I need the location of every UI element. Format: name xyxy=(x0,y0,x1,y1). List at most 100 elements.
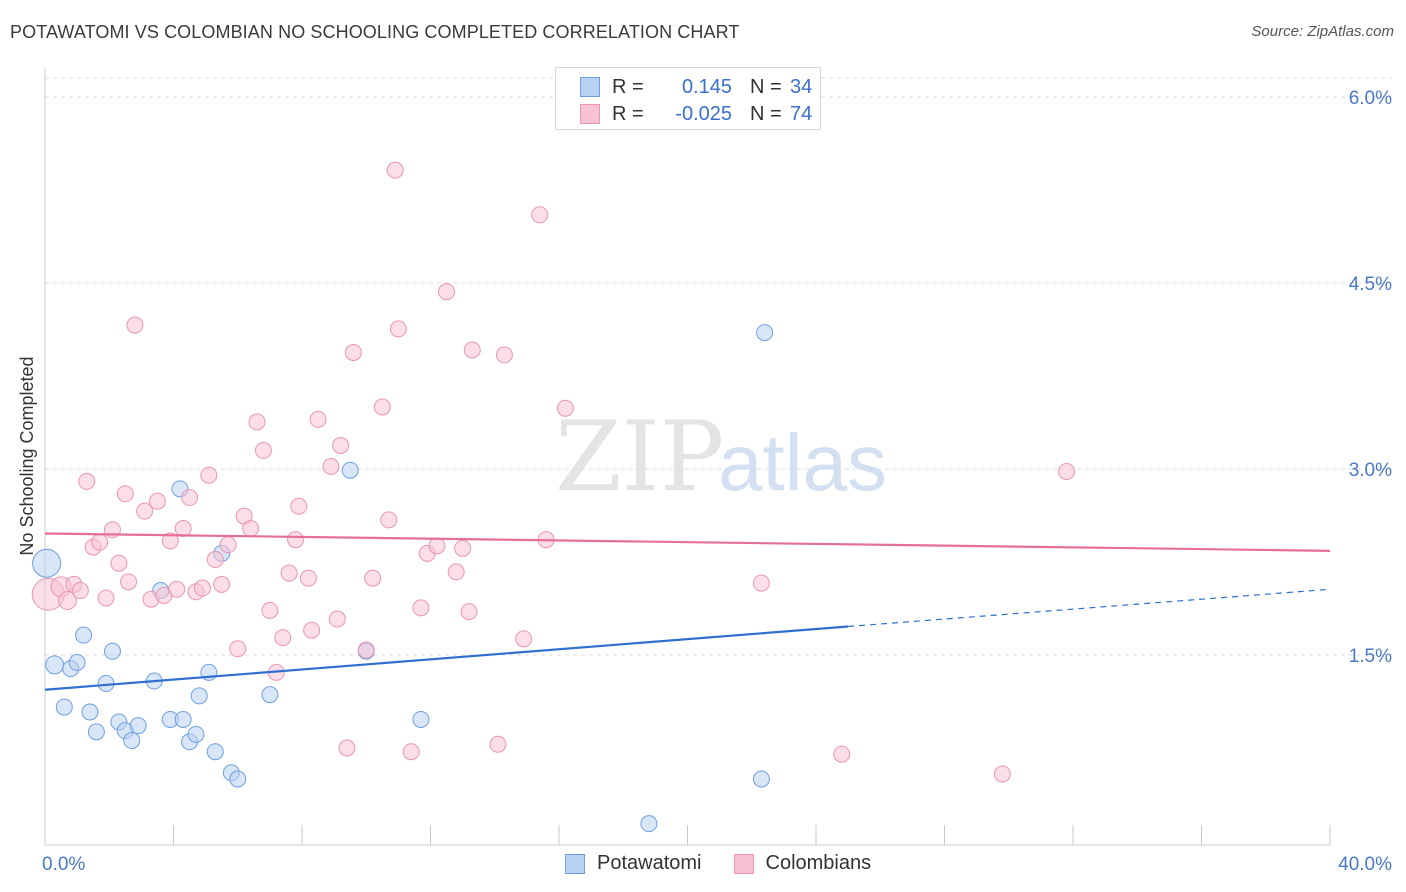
potawatomi-swatch-icon xyxy=(580,77,600,97)
y-tick-label: 6.0% xyxy=(1349,88,1392,109)
point-colombians xyxy=(181,489,199,507)
y-axis-label: No Schooling Completed xyxy=(17,356,37,555)
point-potawatomi xyxy=(187,725,205,743)
point-colombians xyxy=(386,161,404,179)
point-potawatomi xyxy=(68,653,86,671)
watermark-zip: ZIP xyxy=(555,401,724,513)
point-colombians xyxy=(248,413,266,431)
point-colombians xyxy=(290,497,308,515)
watermark-atlas: atlas xyxy=(718,418,887,507)
source-link[interactable]: ZipAtlas.com xyxy=(1307,23,1394,40)
y-tick-label: 3.0% xyxy=(1349,460,1392,481)
point-colombians xyxy=(120,573,138,591)
colombians-swatch-icon xyxy=(580,104,600,124)
point-colombians xyxy=(556,399,574,417)
point-colombians xyxy=(57,590,77,610)
point-colombians xyxy=(274,629,292,647)
point-colombians xyxy=(389,320,407,338)
point-potawatomi xyxy=(190,687,208,705)
point-colombians xyxy=(373,398,391,416)
point-colombians xyxy=(309,410,327,428)
point-potawatomi xyxy=(45,655,65,675)
point-colombians xyxy=(460,603,478,621)
point-colombians xyxy=(299,569,317,587)
point-colombians xyxy=(261,601,279,619)
colombians-swatch-icon xyxy=(733,853,754,874)
series-legend: Potawatomi Colombians xyxy=(565,852,903,875)
point-colombians xyxy=(116,485,134,503)
point-potawatomi xyxy=(756,324,774,342)
point-colombians xyxy=(380,511,398,529)
point-colombians xyxy=(344,343,362,361)
point-potawatomi xyxy=(206,743,224,761)
point-potawatomi xyxy=(341,461,359,479)
x-tick-label: 0.0% xyxy=(42,854,85,875)
chart-title: POTAWATOMI VS COLOMBIAN NO SCHOOLING COM… xyxy=(10,22,740,42)
point-colombians xyxy=(833,745,851,763)
point-colombians xyxy=(78,472,96,490)
legend-label-colombians: Colombians xyxy=(765,852,872,874)
r-label: R = xyxy=(612,102,644,125)
legend-row-potawatomi: R = 0.145 N = 34 xyxy=(580,75,812,99)
point-colombians xyxy=(110,554,128,572)
point-potawatomi xyxy=(103,642,121,660)
y-tick-label: 1.5% xyxy=(1349,646,1392,667)
point-colombians xyxy=(148,492,166,510)
point-colombians xyxy=(97,589,115,607)
point-colombians xyxy=(328,610,346,628)
point-colombians xyxy=(531,206,549,224)
point-potawatomi xyxy=(752,770,770,788)
point-potawatomi xyxy=(640,815,658,833)
potawatomi-swatch-icon xyxy=(565,853,585,874)
point-colombians xyxy=(454,539,472,557)
point-colombians xyxy=(136,502,154,520)
point-colombians xyxy=(993,765,1011,783)
point-colombians xyxy=(213,575,231,593)
point-colombians xyxy=(219,536,237,554)
point-potawatomi xyxy=(412,710,430,728)
point-colombians xyxy=(168,580,186,598)
n-label: N = xyxy=(750,102,782,125)
point-colombians xyxy=(489,735,507,753)
point-colombians xyxy=(71,582,89,600)
point-potawatomi xyxy=(55,698,73,716)
correlation-legend: R = 0.145 N = 34 R = -0.025 N = 74 xyxy=(555,67,821,130)
point-potawatomi xyxy=(174,710,192,728)
point-potawatomi xyxy=(229,770,247,788)
y-tick-label: 4.5% xyxy=(1349,274,1392,295)
point-colombians xyxy=(126,316,144,334)
point-colombians xyxy=(357,641,375,659)
source-credit: Source: ZipAtlas.com xyxy=(1251,23,1394,40)
point-potawatomi xyxy=(75,626,93,644)
point-colombians xyxy=(447,563,465,581)
trend-line-potawatomi xyxy=(44,625,849,691)
source-prefix: Source: xyxy=(1251,23,1308,40)
x-tick-label: 40.0% xyxy=(1338,854,1392,875)
point-colombians xyxy=(752,574,770,592)
point-colombians xyxy=(515,630,533,648)
n-value: 34 xyxy=(790,75,813,98)
point-colombians xyxy=(174,520,192,538)
point-colombians xyxy=(242,520,260,538)
r-label: R = xyxy=(612,75,644,98)
legend-row-colombians: R = -0.025 N = 74 xyxy=(580,102,812,126)
point-colombians xyxy=(338,739,356,757)
r-value: 0.145 xyxy=(681,75,732,98)
point-colombians xyxy=(200,466,218,484)
point-colombians xyxy=(428,537,446,555)
legend-item-potawatomi[interactable]: Potawatomi xyxy=(565,852,702,875)
point-colombians xyxy=(280,564,298,582)
point-colombians xyxy=(193,579,211,597)
point-potawatomi xyxy=(32,548,62,578)
point-potawatomi xyxy=(81,703,99,721)
point-colombians xyxy=(438,283,456,301)
point-colombians xyxy=(229,640,247,658)
point-colombians xyxy=(412,599,430,617)
legend-item-colombians[interactable]: Colombians xyxy=(733,852,872,875)
point-colombians xyxy=(463,341,481,359)
r-value: -0.025 xyxy=(675,102,732,125)
point-colombians xyxy=(303,621,321,639)
trend-line-colombians xyxy=(44,532,1331,552)
point-colombians xyxy=(332,436,350,454)
